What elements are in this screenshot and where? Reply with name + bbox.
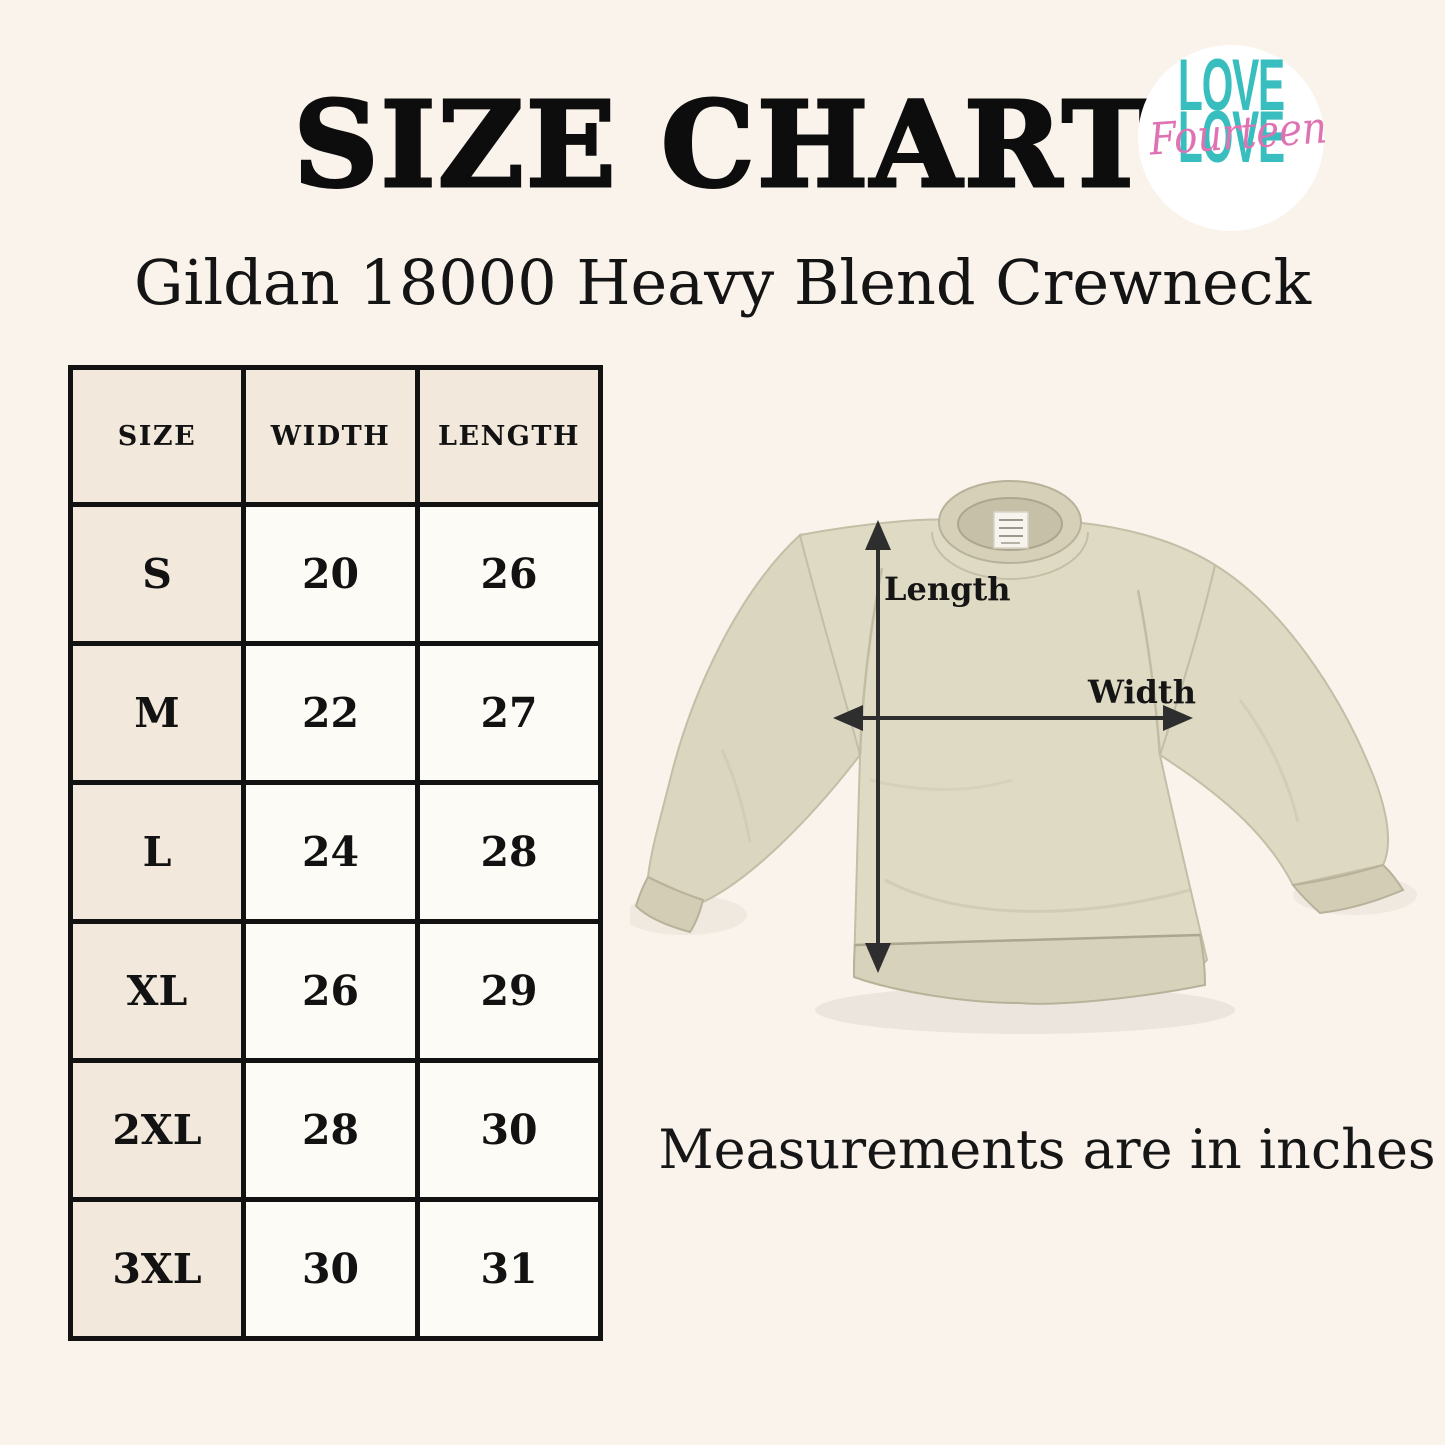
- length-cell: 29: [415, 919, 603, 1063]
- logo-word-top: LOVE: [1178, 44, 1285, 126]
- width-cell: 30: [241, 1197, 420, 1341]
- table-row: L 24 28: [68, 780, 603, 924]
- logo-script-text: Fourteen: [1147, 102, 1329, 166]
- product-name: Gildan 18000 Heavy Blend Crewneck: [133, 246, 1312, 319]
- length-label: Length: [884, 570, 1011, 608]
- size-cell: S: [68, 502, 246, 646]
- care-tag: [993, 511, 1029, 549]
- length-cell: 27: [415, 641, 603, 785]
- length-cell: 31: [415, 1197, 603, 1341]
- width-cell: 22: [241, 641, 420, 785]
- length-cell: 26: [415, 502, 603, 646]
- table-row: 3XL 30 31: [68, 1197, 603, 1341]
- size-cell: 3XL: [68, 1197, 246, 1341]
- sweatshirt-photo: Length Width: [630, 480, 1417, 1034]
- size-table: SIZE WIDTH LENGTH S 20 26 M 22 27 L 24 2…: [68, 365, 603, 1341]
- size-cell: M: [68, 641, 246, 785]
- table-row: S 20 26: [68, 502, 603, 646]
- table-row: XL 26 29: [68, 919, 603, 1063]
- width-cell: 24: [241, 780, 420, 924]
- width-column-header: WIDTH: [241, 365, 420, 507]
- page-title: SIZE CHART: [292, 75, 1152, 214]
- width-cell: 28: [241, 1058, 420, 1202]
- measurement-note: Measurements are in inches: [658, 1118, 1436, 1181]
- length-cell: 30: [415, 1058, 603, 1202]
- size-column-header: SIZE: [68, 365, 246, 507]
- length-cell: 28: [415, 780, 603, 924]
- sweatshirt-garment: [634, 480, 1405, 1005]
- size-cell: XL: [68, 919, 246, 1063]
- table-row: M 22 27: [68, 641, 603, 785]
- width-label: Width: [1087, 673, 1196, 711]
- width-cell: 26: [241, 919, 420, 1063]
- size-cell: L: [68, 780, 246, 924]
- size-cell: 2XL: [68, 1058, 246, 1202]
- table-header-row: SIZE WIDTH LENGTH: [68, 365, 603, 507]
- logo-word-bottom: LOVE: [1178, 96, 1285, 178]
- sweatshirt-figure: Length Width: [630, 450, 1430, 1110]
- width-arrow-icon: [833, 705, 1193, 731]
- table-row: 2XL 28 30: [68, 1058, 603, 1202]
- brand-logo: LOVE LOVE Fourteen: [1138, 44, 1329, 231]
- length-column-header: LENGTH: [415, 365, 603, 507]
- length-arrow-icon: [865, 520, 891, 973]
- width-cell: 20: [241, 502, 420, 646]
